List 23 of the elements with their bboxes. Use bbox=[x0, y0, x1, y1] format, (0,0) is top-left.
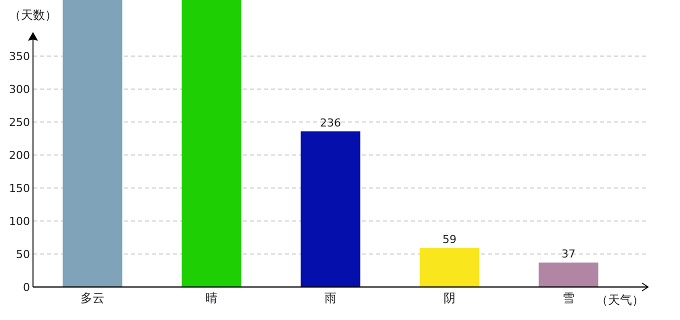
bar bbox=[62, 0, 122, 287]
y-tick-label: 150 bbox=[9, 182, 30, 196]
data-label: 59 bbox=[442, 233, 456, 246]
bar bbox=[300, 131, 360, 287]
y-tick-label: 300 bbox=[9, 83, 30, 96]
y-tick-label: 50 bbox=[16, 248, 30, 262]
data-label: 236 bbox=[320, 116, 341, 130]
y-tick-label: 0 bbox=[23, 281, 30, 294]
y-tick-label: 100 bbox=[9, 215, 30, 228]
bar bbox=[538, 262, 598, 287]
y-axis-title: （天数） bbox=[9, 8, 57, 22]
x-axis-title: （天气） bbox=[596, 293, 644, 307]
y-tick-label: 350 bbox=[9, 50, 30, 64]
x-tick-label: 多云 bbox=[80, 291, 104, 305]
x-tick-label: 雪 bbox=[562, 291, 574, 305]
bar bbox=[182, 0, 242, 287]
data-label: 37 bbox=[562, 248, 576, 261]
x-tick-label: 晴 bbox=[206, 291, 218, 305]
x-tick-label: 阴 bbox=[444, 291, 456, 305]
y-tick-label: 200 bbox=[9, 149, 30, 162]
y-tick-label: 250 bbox=[9, 116, 30, 130]
x-tick-label: 雨 bbox=[324, 291, 336, 305]
bar bbox=[420, 248, 480, 287]
